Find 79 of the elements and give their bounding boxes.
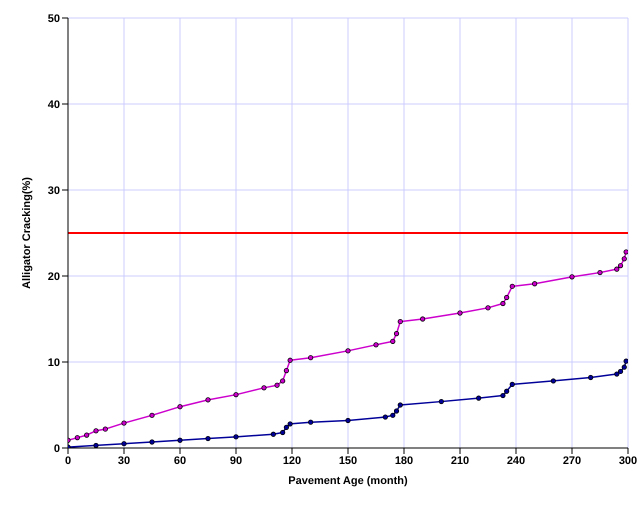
point: [93, 428, 99, 434]
point: [84, 432, 90, 438]
point: [485, 305, 491, 310]
x-tick-label: 270: [562, 454, 582, 467]
point: [280, 430, 286, 436]
point: [121, 420, 127, 426]
point: [345, 418, 351, 424]
y-tick-label: 30: [48, 184, 60, 197]
point: [288, 421, 293, 427]
point: [177, 404, 183, 410]
point: [261, 385, 267, 390]
point: [373, 342, 379, 348]
point: [622, 256, 627, 262]
point: [102, 426, 108, 432]
point: [177, 438, 183, 443]
x-axis-title: Pavement Age (month): [288, 475, 408, 487]
point: [205, 436, 211, 442]
point: [618, 263, 624, 268]
point: [390, 412, 396, 418]
point: [398, 402, 403, 408]
point: [569, 274, 575, 280]
x-tick-label: 120: [282, 454, 302, 467]
x-tick-label: 240: [506, 454, 526, 467]
point: [618, 368, 624, 374]
point: [624, 249, 628, 255]
point: [93, 442, 99, 448]
point: [149, 439, 155, 445]
point: [504, 388, 510, 394]
y-tick-label: 10: [48, 356, 60, 369]
point: [476, 396, 482, 401]
point: [274, 382, 280, 388]
point: [614, 371, 620, 377]
y-tick-label: 20: [48, 270, 60, 283]
point: [550, 378, 556, 384]
y-tick-label: 0: [54, 442, 60, 455]
point: [382, 414, 388, 420]
point: [394, 408, 400, 414]
point: [205, 397, 211, 402]
point: [510, 382, 515, 387]
point: [588, 374, 594, 380]
point: [345, 348, 351, 354]
point: [500, 300, 506, 306]
point: [614, 266, 620, 272]
point: [308, 420, 314, 425]
x-tick-label: 0: [64, 454, 72, 467]
point: [500, 392, 506, 398]
point: [288, 358, 293, 363]
point: [624, 358, 628, 364]
x-tick-label: 180: [394, 454, 414, 467]
y-tick-label: 40: [48, 98, 60, 111]
y-axis-title: Alligator Cracking(%): [20, 176, 33, 289]
point: [622, 364, 627, 370]
point: [308, 355, 314, 360]
point: [233, 392, 239, 398]
point: [74, 435, 80, 440]
point: [390, 338, 396, 344]
x-tick-label: 210: [450, 454, 470, 467]
x-tick-label: 150: [338, 454, 358, 467]
x-tick-label: 60: [174, 454, 186, 467]
point: [149, 412, 155, 418]
point: [233, 434, 239, 440]
point: [284, 424, 289, 430]
y-tick-label: 50: [48, 12, 60, 25]
point: [510, 284, 515, 289]
point: [504, 294, 510, 300]
x-tick-label: 30: [118, 454, 130, 467]
point: [457, 310, 463, 316]
point: [398, 318, 403, 324]
point: [284, 368, 289, 374]
point: [121, 441, 127, 446]
point: [438, 398, 444, 404]
point: [420, 316, 426, 322]
point: [394, 331, 400, 336]
point: [532, 281, 538, 286]
point: [597, 270, 603, 276]
point: [270, 432, 276, 437]
x-tick-label: 300: [618, 454, 638, 467]
point: [280, 378, 286, 384]
x-tick-label: 90: [230, 454, 242, 467]
